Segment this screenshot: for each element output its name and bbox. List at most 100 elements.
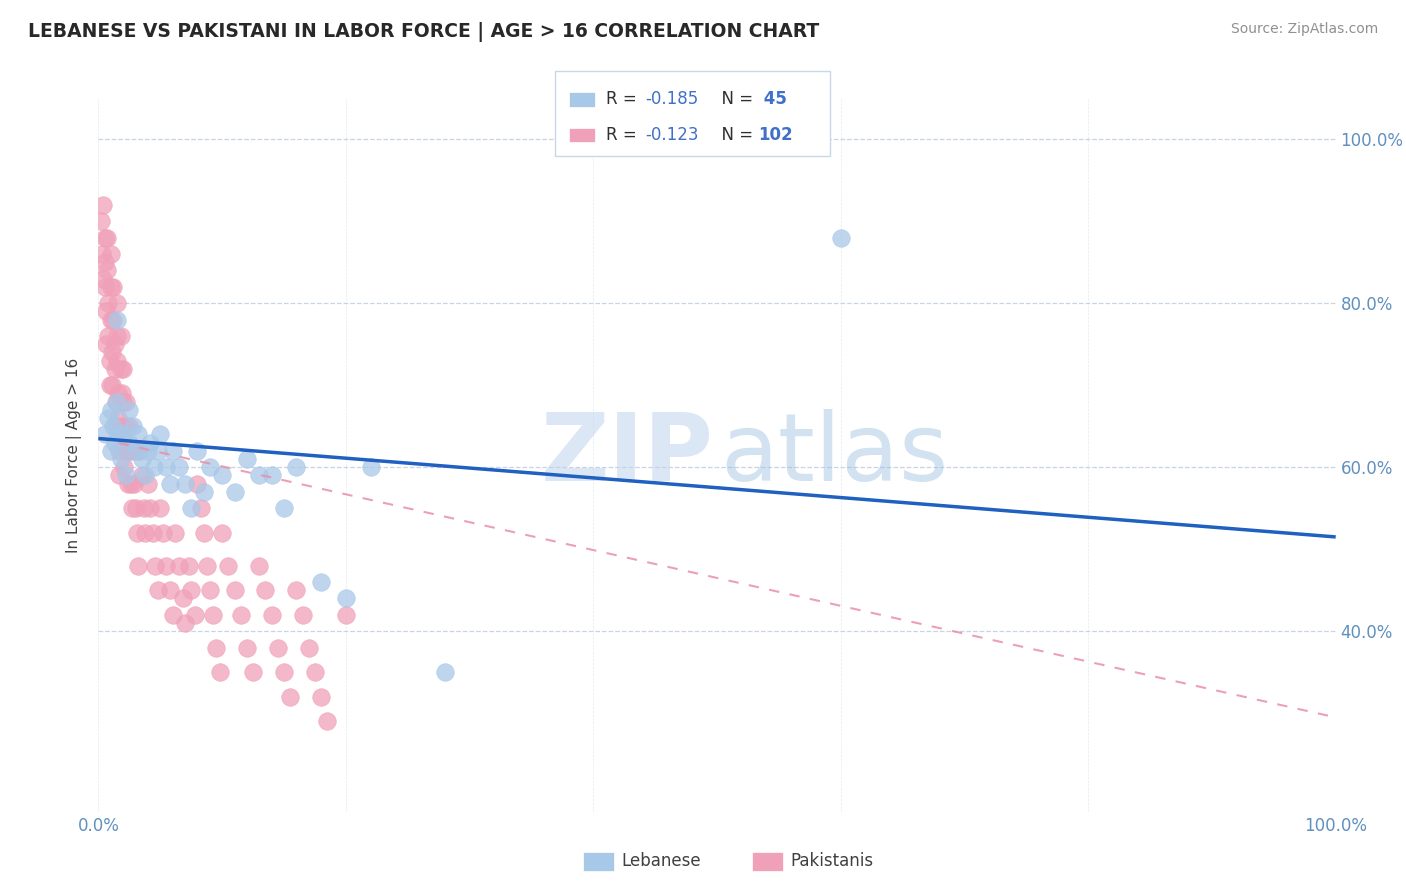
- Text: 45: 45: [758, 90, 787, 108]
- Point: [101, 378, 124, 392]
- Point: [97, 329, 120, 343]
- Point: [143, 460, 166, 475]
- Point: [100, 402, 122, 417]
- Point: [112, 427, 135, 442]
- Point: [93, 271, 115, 285]
- Point: [139, 435, 162, 450]
- Point: [93, 255, 115, 269]
- Point: [107, 427, 129, 442]
- Point: [110, 452, 132, 467]
- Point: [205, 640, 228, 655]
- Point: [97, 411, 120, 425]
- Text: atlas: atlas: [721, 409, 949, 501]
- Point: [433, 665, 456, 680]
- Point: [186, 476, 208, 491]
- Point: [180, 501, 202, 516]
- Point: [291, 607, 314, 622]
- Point: [103, 312, 125, 326]
- Point: [118, 443, 141, 458]
- Point: [108, 443, 131, 458]
- Point: [193, 525, 215, 540]
- Point: [155, 558, 177, 573]
- Point: [117, 476, 139, 491]
- Point: [142, 525, 165, 540]
- Point: [172, 591, 194, 606]
- Point: [316, 714, 339, 729]
- Point: [111, 419, 134, 434]
- Point: [107, 411, 129, 425]
- Point: [131, 452, 153, 467]
- Text: Pakistanis: Pakistanis: [790, 852, 873, 870]
- Point: [335, 591, 357, 606]
- Text: Lebanese: Lebanese: [621, 852, 702, 870]
- Point: [134, 468, 156, 483]
- Point: [229, 607, 252, 622]
- Text: N =: N =: [711, 126, 759, 144]
- Point: [105, 394, 128, 409]
- Point: [104, 394, 127, 409]
- Point: [98, 378, 121, 392]
- Point: [100, 312, 122, 326]
- Point: [830, 230, 852, 244]
- Point: [93, 230, 115, 244]
- Point: [155, 460, 177, 475]
- Point: [180, 583, 202, 598]
- Text: Source: ZipAtlas.com: Source: ZipAtlas.com: [1230, 22, 1378, 37]
- Point: [103, 361, 125, 376]
- Point: [198, 460, 221, 475]
- Point: [118, 435, 141, 450]
- Point: [186, 443, 208, 458]
- Point: [98, 353, 121, 368]
- Point: [131, 468, 153, 483]
- Point: [202, 607, 225, 622]
- Point: [273, 501, 295, 516]
- Point: [103, 419, 125, 434]
- Point: [118, 419, 141, 434]
- Point: [149, 427, 172, 442]
- Point: [177, 558, 200, 573]
- Point: [254, 583, 277, 598]
- Point: [149, 501, 172, 516]
- Point: [105, 312, 128, 326]
- Point: [105, 329, 128, 343]
- Text: LEBANESE VS PAKISTANI IN LABOR FORCE | AGE > 16 CORRELATION CHART: LEBANESE VS PAKISTANI IN LABOR FORCE | A…: [28, 22, 820, 42]
- Point: [167, 558, 190, 573]
- Point: [267, 640, 290, 655]
- Point: [103, 279, 125, 293]
- Point: [211, 468, 233, 483]
- Point: [211, 525, 233, 540]
- Point: [103, 435, 125, 450]
- Point: [114, 394, 136, 409]
- Point: [90, 214, 112, 228]
- Point: [112, 460, 135, 475]
- Point: [273, 665, 295, 680]
- Point: [198, 583, 221, 598]
- Point: [134, 525, 156, 540]
- Point: [112, 427, 135, 442]
- Point: [184, 607, 207, 622]
- Point: [193, 484, 215, 499]
- Point: [97, 296, 120, 310]
- Point: [124, 443, 146, 458]
- Point: [104, 419, 127, 434]
- Point: [242, 665, 264, 680]
- Point: [122, 419, 145, 434]
- Point: [146, 583, 169, 598]
- Point: [159, 583, 181, 598]
- Point: [165, 525, 187, 540]
- Text: R =: R =: [606, 90, 643, 108]
- Point: [159, 476, 181, 491]
- Point: [236, 452, 259, 467]
- Point: [108, 468, 131, 483]
- Point: [174, 476, 197, 491]
- Point: [136, 443, 159, 458]
- Point: [127, 558, 149, 573]
- Point: [298, 640, 321, 655]
- Point: [127, 427, 149, 442]
- Point: [224, 484, 246, 499]
- Point: [122, 443, 145, 458]
- Point: [208, 665, 231, 680]
- Point: [285, 460, 308, 475]
- Point: [260, 607, 283, 622]
- Point: [260, 468, 283, 483]
